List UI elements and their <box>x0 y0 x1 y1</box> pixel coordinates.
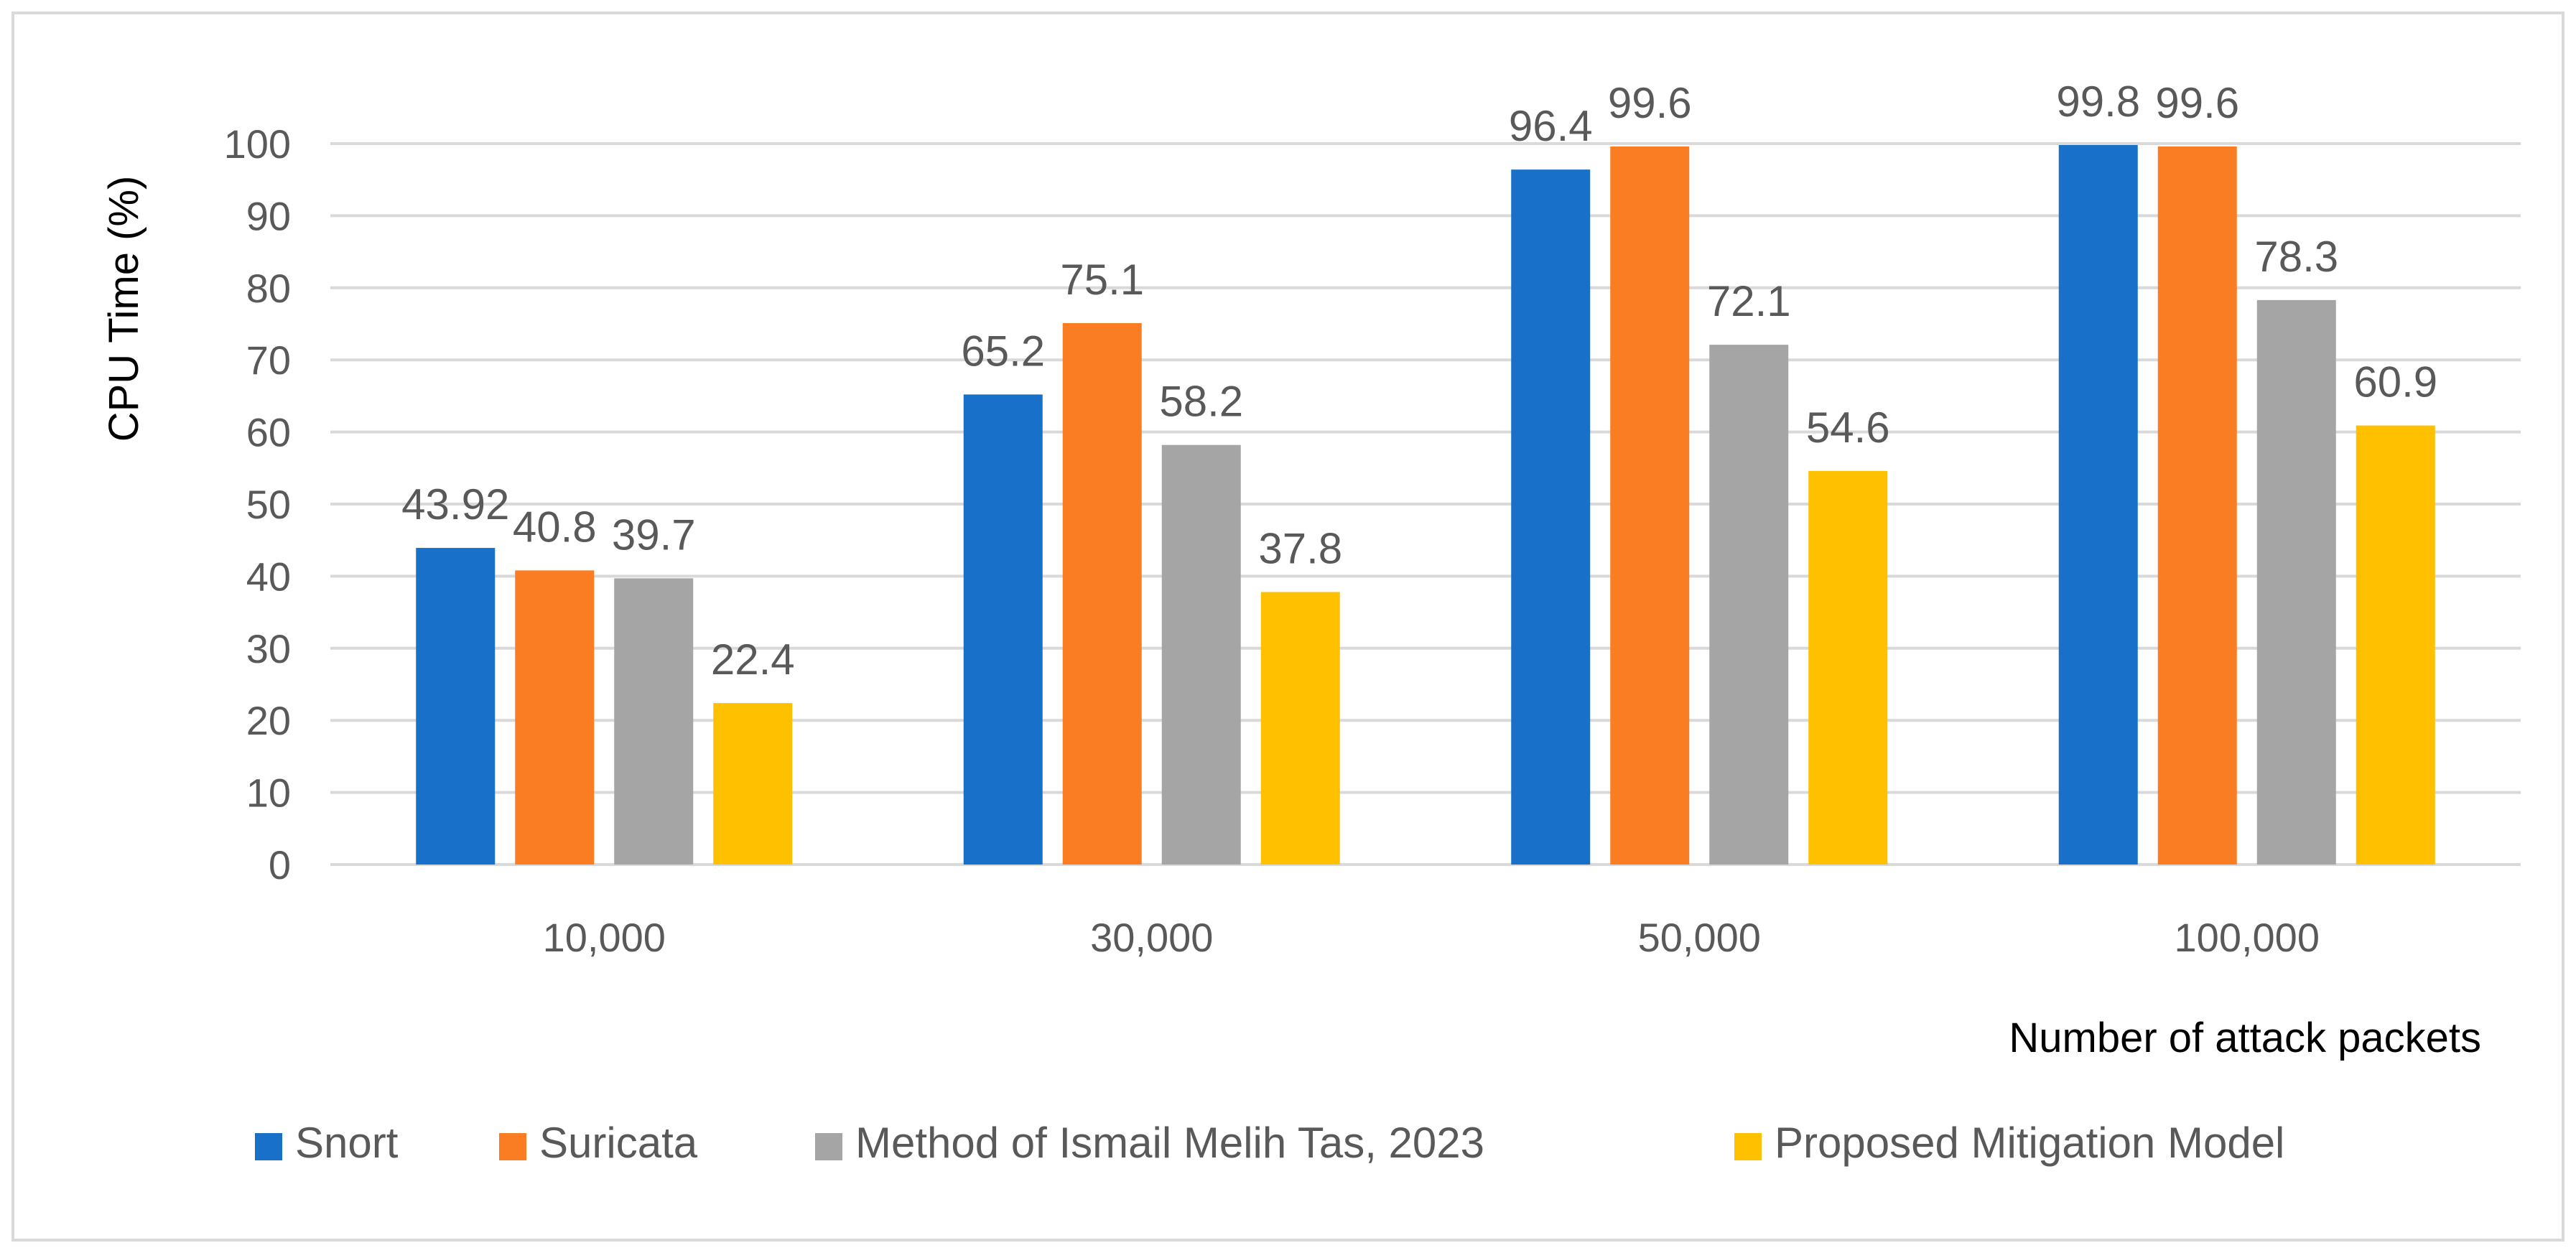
y-tick-label: 70 <box>246 337 291 383</box>
bar-snort-3 <box>2058 145 2138 865</box>
x-tick-label: 100,000 <box>2175 915 2320 960</box>
data-label: 43.92 <box>401 480 509 528</box>
bar-snort-1 <box>963 394 1043 865</box>
data-label: 75.1 <box>1060 256 1144 304</box>
data-label: 99.6 <box>1608 79 1692 127</box>
legend-label: Snort <box>295 1119 399 1167</box>
bar-snort-2 <box>1511 169 1591 865</box>
bar-suricata-3 <box>2157 146 2237 865</box>
bar-snort-0 <box>416 548 496 865</box>
bar-proposed-mitigation-model-2 <box>1808 470 1888 865</box>
bar-proposed-mitigation-model-3 <box>2356 425 2435 865</box>
data-label: 78.3 <box>2254 233 2338 281</box>
bar-method-of-ismail-melih-tas-2023-0 <box>614 578 694 865</box>
data-label: 99.6 <box>2155 79 2239 127</box>
legend-swatch <box>815 1133 842 1160</box>
y-tick-labels: 0 10 20 30 40 50 60 70 80 90 100 <box>224 121 291 888</box>
y-tick-label: 80 <box>246 266 291 311</box>
y-tick-label: 40 <box>246 554 291 599</box>
x-tick-label: 10,000 <box>543 915 666 960</box>
bar-method-of-ismail-melih-tas-2023-3 <box>2256 299 2336 865</box>
legend-swatch <box>1734 1133 1762 1160</box>
legend-swatch <box>499 1133 526 1160</box>
y-tick-label: 100 <box>224 121 291 167</box>
bar-proposed-mitigation-model-1 <box>1260 592 1340 865</box>
bar-suricata-2 <box>1610 146 1690 865</box>
y-axis-title: CPU Time (%) <box>101 176 147 442</box>
data-labels: 43.92 40.8 39.7 22.4 65.2 75.1 58.2 37.8 96.4 99.… <box>401 78 2437 684</box>
y-tick-label: 30 <box>246 626 291 671</box>
data-label: 37.8 <box>1258 524 1342 572</box>
gridlines <box>330 142 2521 866</box>
data-label: 96.4 <box>1509 102 1593 150</box>
legend-label: Proposed Mitigation Model <box>1775 1119 2284 1167</box>
y-tick-label: 0 <box>269 842 291 888</box>
y-tick-label: 20 <box>246 698 291 743</box>
data-label: 54.6 <box>1806 404 1890 452</box>
bars <box>416 145 2435 865</box>
x-axis-title: Number of attack packets <box>2009 1015 2481 1061</box>
x-tick-labels: 10,000 30,000 50,000 100,000 <box>543 915 2320 960</box>
legend-label: Suricata <box>539 1119 698 1167</box>
data-label: 72.1 <box>1707 277 1791 325</box>
bar-method-of-ismail-melih-tas-2023-1 <box>1161 444 1241 865</box>
bar-method-of-ismail-melih-tas-2023-2 <box>1709 345 1789 865</box>
y-tick-label: 60 <box>246 410 291 455</box>
bar-suricata-1 <box>1062 322 1142 865</box>
data-label: 58.2 <box>1159 378 1243 426</box>
data-label: 60.9 <box>2353 358 2437 406</box>
data-label: 22.4 <box>711 635 795 684</box>
legend: Snort Suricata Method of Ismail Melih Tas,… <box>255 1119 2284 1167</box>
bar-proposed-mitigation-model-0 <box>713 703 793 865</box>
x-tick-label: 30,000 <box>1090 915 1213 960</box>
y-tick-label: 10 <box>246 770 291 816</box>
data-label: 65.2 <box>961 327 1045 375</box>
data-label: 39.7 <box>612 511 696 559</box>
bar-suricata-0 <box>515 570 595 865</box>
legend-label: Method of Ismail Melih Tas, 2023 <box>855 1119 1484 1167</box>
y-tick-label: 90 <box>246 193 291 238</box>
data-label: 40.8 <box>513 503 597 551</box>
legend-swatch <box>255 1133 282 1160</box>
x-tick-label: 50,000 <box>1638 915 1761 960</box>
data-label: 99.8 <box>2056 78 2140 126</box>
y-tick-label: 50 <box>246 482 291 527</box>
